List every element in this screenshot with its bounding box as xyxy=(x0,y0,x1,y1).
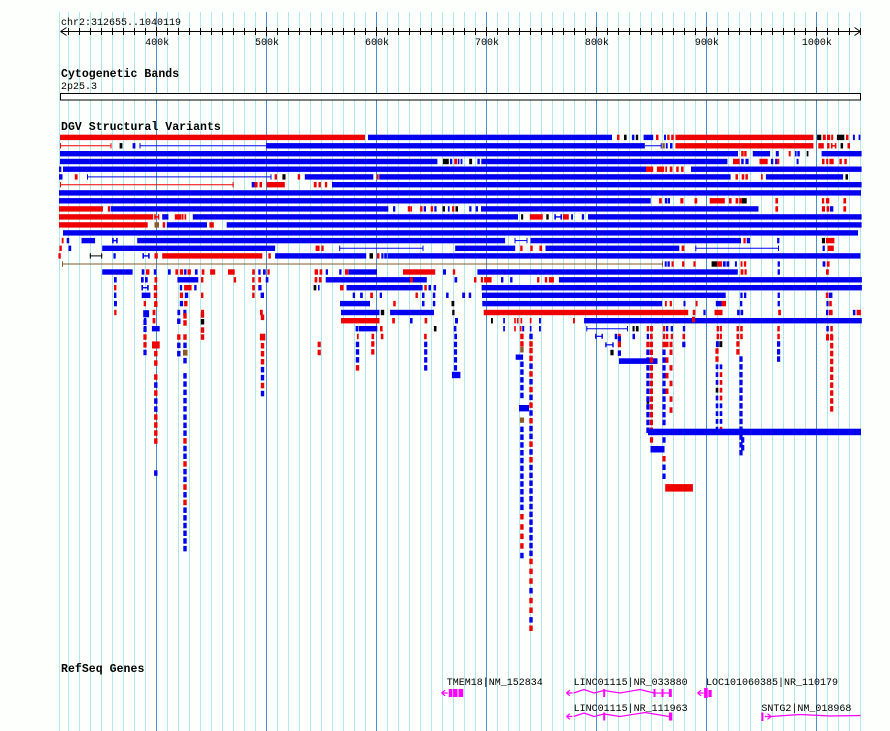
svg-text:900k: 900k xyxy=(695,37,719,49)
svg-text:LINC01115|NR_033880: LINC01115|NR_033880 xyxy=(574,677,688,689)
svg-text:500k: 500k xyxy=(255,37,279,49)
svg-text:DGV Structural Variants: DGV Structural Variants xyxy=(61,121,221,134)
svg-text:700k: 700k xyxy=(475,37,499,49)
svg-text:1000k: 1000k xyxy=(802,37,832,49)
svg-text:TMEM18|NM_152834: TMEM18|NM_152834 xyxy=(447,677,543,689)
svg-text:800k: 800k xyxy=(585,37,609,49)
svg-text:RefSeq Genes: RefSeq Genes xyxy=(61,663,144,676)
svg-text:600k: 600k xyxy=(365,37,389,49)
svg-text:Cytogenetic Bands: Cytogenetic Bands xyxy=(61,68,179,81)
svg-text:SNTG2|NM_018968: SNTG2|NM_018968 xyxy=(761,703,851,715)
svg-text:2p25.3: 2p25.3 xyxy=(61,82,97,93)
svg-text:chr2:312655..1040119: chr2:312655..1040119 xyxy=(61,17,181,29)
svg-text:LINC01115|NR_111963: LINC01115|NR_111963 xyxy=(574,703,688,715)
svg-text:400k: 400k xyxy=(145,37,169,49)
svg-text:LOC101060385|NR_110179: LOC101060385|NR_110179 xyxy=(706,677,838,689)
